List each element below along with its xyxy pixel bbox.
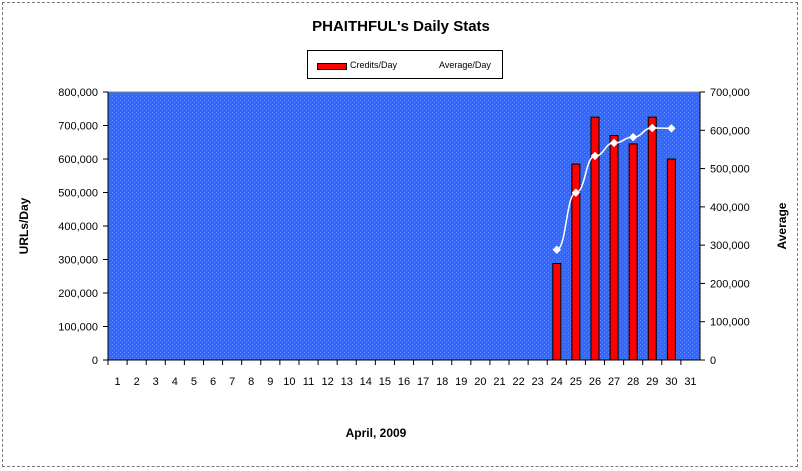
x-tick-label: 31 [684, 376, 696, 388]
legend: Credits/Day Average/Day [307, 50, 503, 79]
x-tick-label: 5 [191, 376, 197, 388]
bar-credits [552, 263, 562, 361]
y-tick-label: 600,000 [58, 154, 98, 166]
x-tick-label: 22 [512, 376, 524, 388]
legend-label-average: Average/Day [439, 60, 491, 70]
x-tick-label: 10 [283, 376, 295, 388]
chart-frame [2, 2, 798, 467]
y2-tick-label: 0 [710, 355, 716, 367]
x-tick-label: 2 [134, 376, 140, 388]
x-axis-title: April, 2009 [346, 426, 407, 440]
y2-axis-title: Average [775, 202, 789, 249]
y2-tick-label: 100,000 [710, 317, 750, 329]
x-tick-label: 19 [455, 376, 467, 388]
bar-credits [628, 143, 638, 361]
x-tick-label: 13 [341, 376, 353, 388]
y-tick-label: 300,000 [58, 255, 98, 267]
y-tick-label: 100,000 [58, 322, 98, 334]
x-tick-label: 28 [627, 376, 639, 388]
average-point [571, 188, 581, 197]
x-tick-label: 16 [398, 376, 410, 388]
x-tick-label: 1 [114, 376, 120, 388]
y2-tick-label: 600,000 [710, 125, 750, 137]
bar-credits [666, 158, 676, 361]
x-tick-label: 26 [589, 376, 601, 388]
bar-credits [571, 163, 581, 361]
x-tick-label: 18 [436, 376, 448, 388]
x-tick-label: 12 [321, 376, 333, 388]
y2-tick-label: 700,000 [710, 87, 750, 99]
x-tick-label: 29 [646, 376, 658, 388]
bar-credits [647, 116, 657, 361]
y2-tick-label: 300,000 [710, 240, 750, 252]
plot-area [107, 91, 701, 361]
x-tick-label: 24 [551, 376, 563, 388]
y2-tick-label: 200,000 [710, 278, 750, 290]
x-tick-label: 21 [493, 376, 505, 388]
x-tick-label: 17 [417, 376, 429, 388]
x-tick-label: 30 [665, 376, 677, 388]
x-tick-label: 6 [210, 376, 216, 388]
average-point [648, 123, 657, 133]
x-tick-label: 11 [303, 376, 314, 388]
y-tick-label: 0 [92, 355, 98, 367]
y2-tick-label: 500,000 [710, 164, 750, 176]
average-point [609, 138, 619, 148]
y-tick-label: 700,000 [58, 121, 98, 133]
bar-credits [590, 116, 600, 361]
x-tick-label: 8 [248, 376, 254, 388]
legend-swatch-credits [317, 63, 347, 70]
x-tick-label: 3 [153, 376, 159, 388]
x-tick-label: 23 [532, 376, 544, 388]
x-tick-label: 9 [267, 376, 273, 388]
bar-credits [609, 135, 619, 361]
x-tick-label: 20 [474, 376, 486, 388]
average-point [552, 245, 561, 254]
y-tick-label: 500,000 [58, 188, 98, 200]
y2-tick-label: 400,000 [710, 202, 750, 214]
chart-title: PHAITHFUL's Daily Stats [312, 18, 490, 35]
y-tick-label: 800,000 [58, 87, 98, 99]
average-point [667, 124, 676, 133]
x-tick-label: 4 [172, 376, 178, 388]
x-tick-label: 14 [360, 376, 372, 388]
x-tick-label: 7 [229, 376, 235, 388]
average-point [628, 132, 638, 142]
x-tick-label: 25 [570, 376, 582, 388]
x-tick-label: 15 [379, 376, 391, 388]
legend-label-credits: Credits/Day [350, 60, 398, 70]
y-tick-label: 200,000 [58, 288, 98, 300]
average-point [590, 151, 600, 161]
y-tick-label: 400,000 [58, 221, 98, 233]
y-axis-title: URLs/Day [17, 197, 31, 254]
x-tick-label: 27 [608, 376, 620, 388]
